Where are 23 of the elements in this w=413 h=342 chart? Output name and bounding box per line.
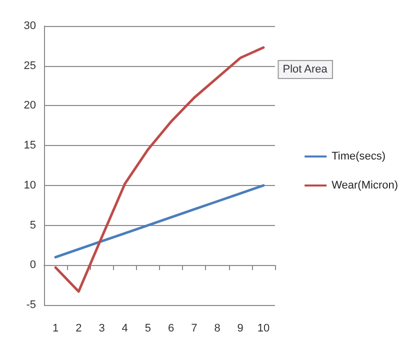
y-tick-label: 0 bbox=[30, 259, 36, 272]
x-tick-label: 10 bbox=[257, 322, 270, 334]
x-tick-label: 1 bbox=[52, 322, 59, 334]
line-series bbox=[54, 46, 265, 293]
x-tick-label: 7 bbox=[191, 322, 198, 334]
legend-label: Wear(Micron) bbox=[332, 180, 398, 192]
x-tick-label: 2 bbox=[76, 322, 82, 334]
x-tick-label: 8 bbox=[214, 322, 220, 334]
y-tick-label: 5 bbox=[30, 219, 36, 232]
text: Plot Area bbox=[282, 64, 328, 76]
y-tick-label: 30 bbox=[24, 20, 36, 32]
y-tick-label: 15 bbox=[24, 140, 36, 152]
x-tick-label: 9 bbox=[237, 322, 244, 334]
y-tick-label: 20 bbox=[24, 100, 36, 112]
y-tick-label: 10 bbox=[24, 179, 36, 192]
line-series bbox=[54, 184, 265, 258]
x-tick-label: 5 bbox=[144, 322, 152, 334]
legend-label: Time(secs) bbox=[332, 150, 386, 162]
y-tick-label: 25 bbox=[24, 60, 36, 72]
x-tick-label: 6 bbox=[168, 322, 174, 334]
x-tick-label: 4 bbox=[122, 322, 128, 334]
y-tick-label: -5 bbox=[26, 299, 36, 311]
x-tick-label: 3 bbox=[98, 322, 105, 334]
